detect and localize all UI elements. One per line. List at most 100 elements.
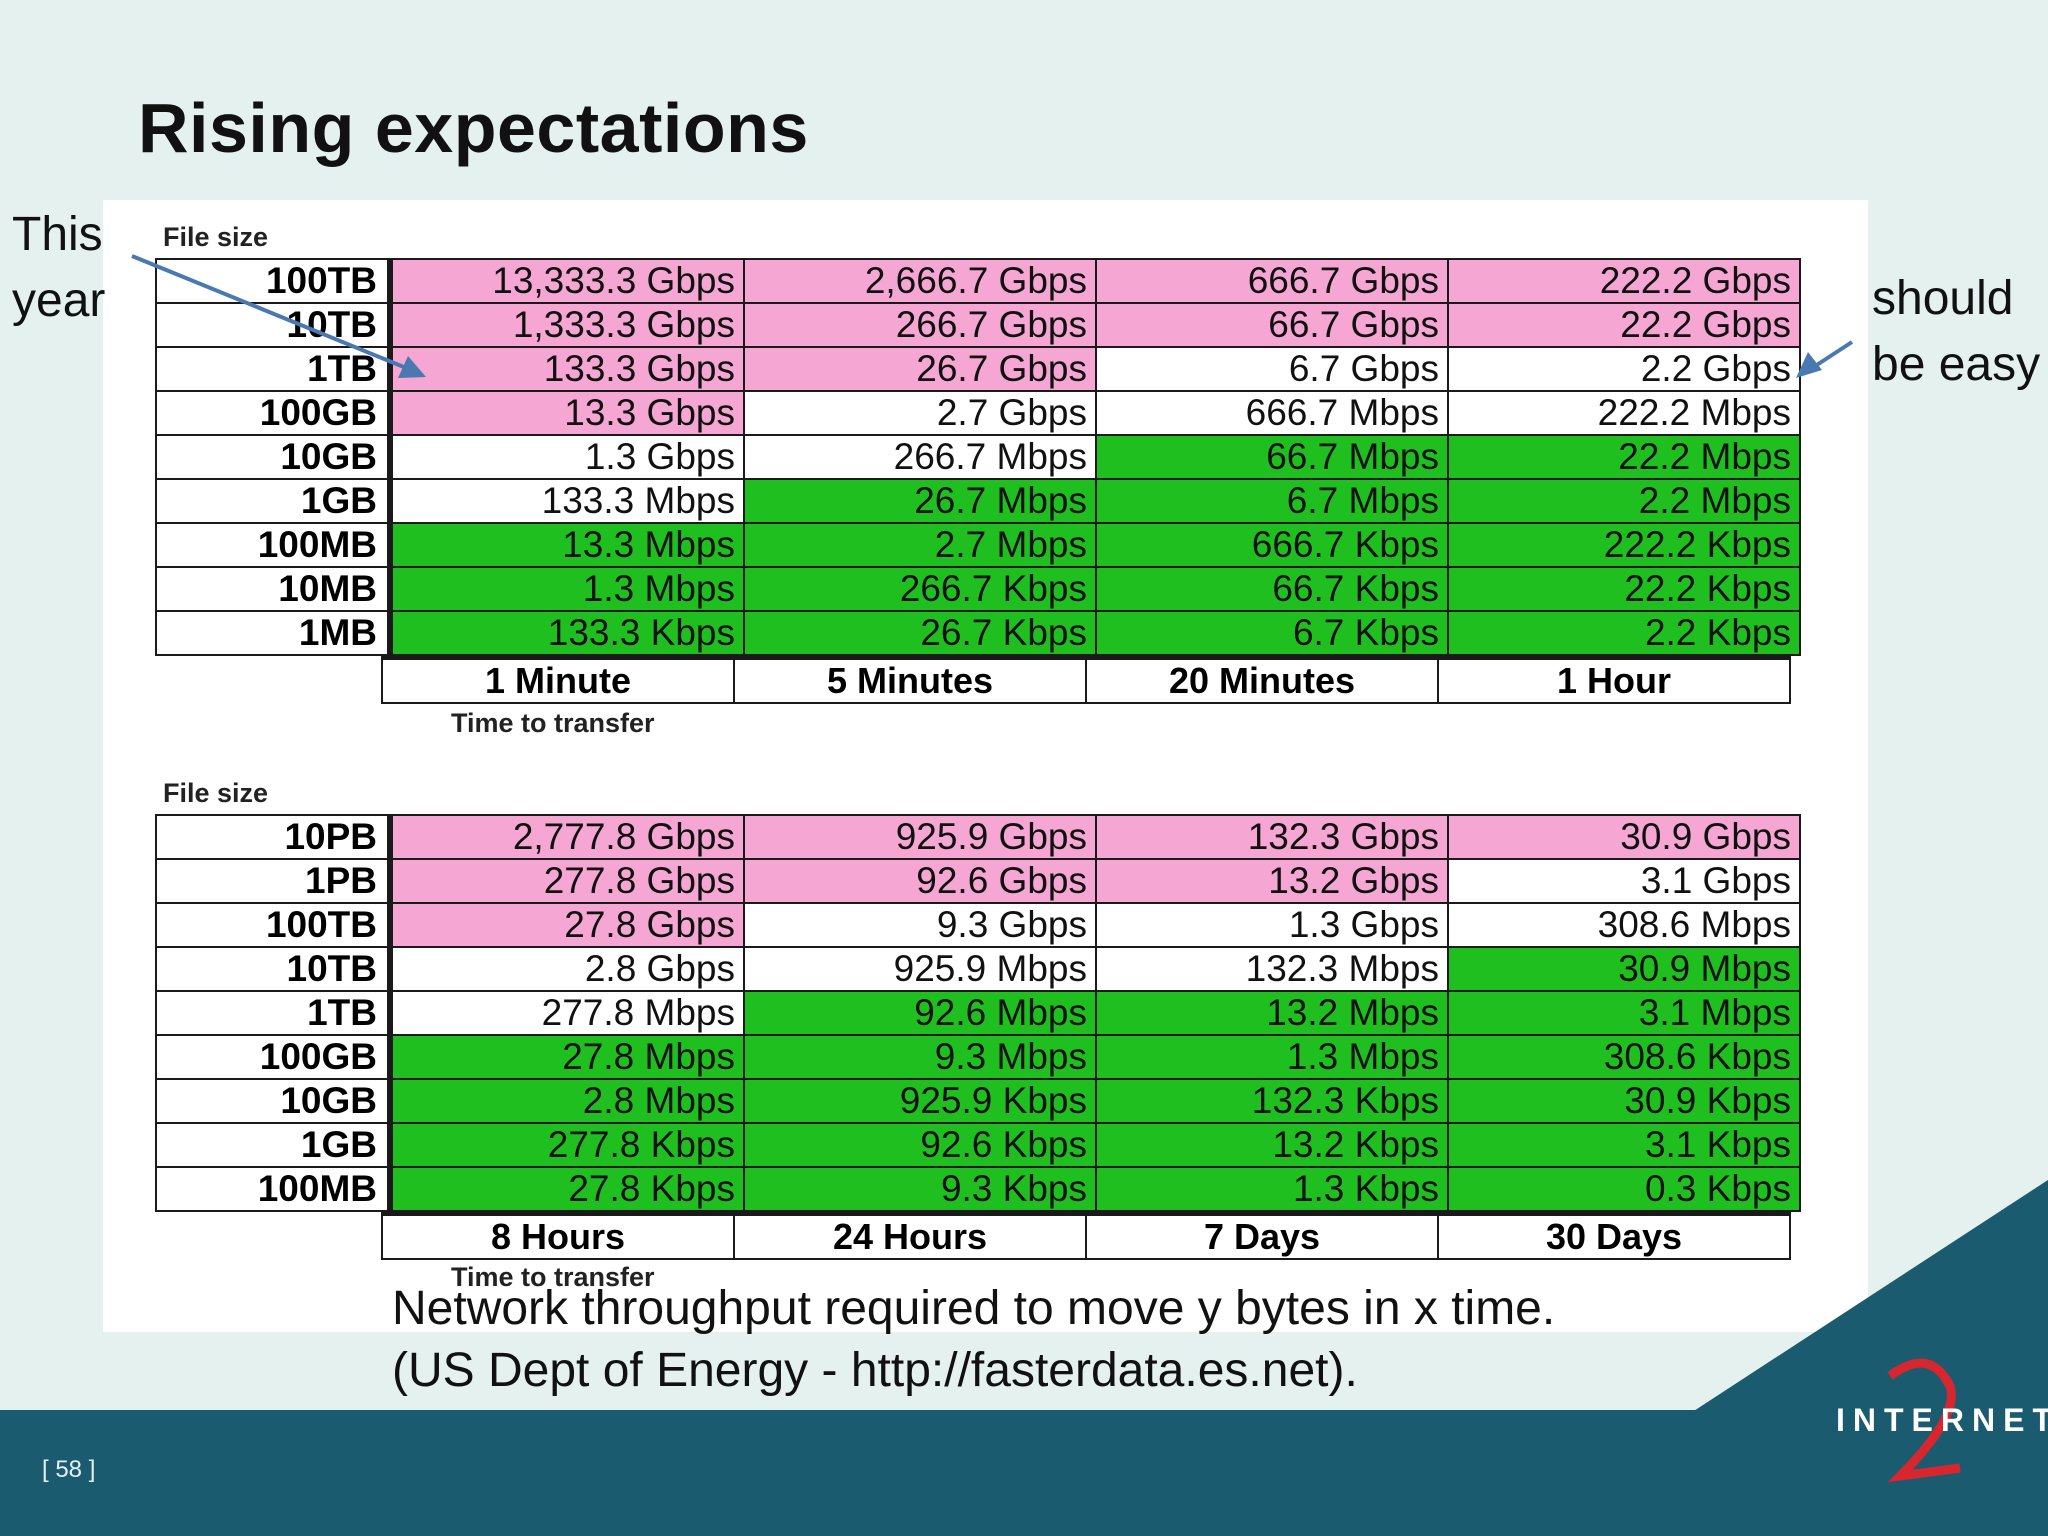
throughput-cell: 308.6 Mbps bbox=[1447, 902, 1801, 948]
throughput-cell: 66.7 Gbps bbox=[1095, 302, 1449, 348]
table-row: 1MB 133.3 Kbps 26.7 Kbps 6.7 Kbps 2.2 Kbps bbox=[155, 610, 1801, 656]
divider bbox=[387, 815, 393, 859]
throughput-cell: 3.1 Mbps bbox=[1447, 990, 1801, 1036]
divider bbox=[387, 567, 393, 611]
throughput-cell: 13.3 Gbps bbox=[391, 390, 745, 436]
throughput-table-1: 100TB 13,333.3 Gbps 2,666.7 Gbps 666.7 Gbps… bbox=[155, 258, 1801, 656]
throughput-cell: 13.2 Gbps bbox=[1095, 858, 1449, 904]
logo-text: INTERNET bbox=[1836, 1402, 2048, 1438]
throughput-cell: 22.2 Kbps bbox=[1447, 566, 1801, 612]
throughput-cell: 2.8 Mbps bbox=[391, 1078, 745, 1124]
page-number: [ 58 ] bbox=[42, 1456, 96, 1483]
file-size-cell: 10TB bbox=[155, 946, 390, 992]
slide-title: Rising expectations bbox=[138, 89, 809, 167]
note-should-be-easy: should be easy bbox=[1872, 272, 2041, 391]
internet2-logo-icon bbox=[1887, 1358, 1961, 1483]
throughput-cell: 26.7 Gbps bbox=[743, 346, 1097, 392]
divider bbox=[387, 259, 393, 303]
file-size-cell: 100MB bbox=[155, 1166, 390, 1212]
throughput-cell: 308.6 Kbps bbox=[1447, 1034, 1801, 1080]
throughput-cell: 222.2 Gbps bbox=[1447, 258, 1801, 304]
throughput-cell: 22.2 Gbps bbox=[1447, 302, 1801, 348]
file-size-cell: 100GB bbox=[155, 1034, 390, 1080]
throughput-cell: 2.2 Mbps bbox=[1447, 478, 1801, 524]
throughput-cell: 6.7 Gbps bbox=[1095, 346, 1449, 392]
table-row: 100GB 13.3 Gbps 2.7 Gbps 666.7 Mbps 222.2 Mb… bbox=[155, 390, 1801, 436]
file-size-cell: 1TB bbox=[155, 990, 390, 1036]
table-row: 10MB 1.3 Mbps 266.7 Kbps 66.7 Kbps 22.2 Kbps bbox=[155, 566, 1801, 612]
table-row: 1TB 277.8 Mbps 92.6 Mbps 13.2 Mbps 3.1 Mbps bbox=[155, 990, 1801, 1036]
file-size-cell: 10PB bbox=[155, 814, 390, 860]
throughput-cell: 26.7 Mbps bbox=[743, 478, 1097, 524]
note-this-year: This year bbox=[12, 208, 106, 327]
throughput-cell: 925.9 Kbps bbox=[743, 1078, 1097, 1124]
divider bbox=[387, 947, 393, 991]
divider bbox=[387, 347, 393, 391]
throughput-cell: 26.7 Kbps bbox=[743, 610, 1097, 656]
throughput-cell: 9.3 Gbps bbox=[743, 902, 1097, 948]
throughput-cell: 92.6 Gbps bbox=[743, 858, 1097, 904]
throughput-cell: 13.3 Mbps bbox=[391, 522, 745, 568]
table-row: 100TB 27.8 Gbps 9.3 Gbps 1.3 Gbps 308.6 Mbps bbox=[155, 902, 1801, 948]
throughput-cell: 6.7 Mbps bbox=[1095, 478, 1449, 524]
file-size-cell: 100MB bbox=[155, 522, 390, 568]
throughput-cell: 2.7 Gbps bbox=[743, 390, 1097, 436]
file-size-label: File size bbox=[163, 778, 269, 808]
throughput-cell: 2.8 Gbps bbox=[391, 946, 745, 992]
throughput-cell: 133.3 Kbps bbox=[391, 610, 745, 656]
throughput-cell: 22.2 Mbps bbox=[1447, 434, 1801, 480]
file-size-cell: 1TB bbox=[155, 346, 390, 392]
arrow-left-icon bbox=[131, 254, 426, 378]
throughput-cell: 2.2 Kbps bbox=[1447, 610, 1801, 656]
time-to-transfer-label: Time to transfer bbox=[451, 1262, 655, 1292]
arrow-right-icon bbox=[1796, 340, 1854, 378]
throughput-cell: 0.3 Kbps bbox=[1447, 1166, 1801, 1212]
throughput-cell: 132.3 Kbps bbox=[1095, 1078, 1449, 1124]
throughput-cell: 9.3 Kbps bbox=[743, 1166, 1097, 1212]
throughput-cell: 2,777.8 Gbps bbox=[391, 814, 745, 860]
file-size-cell: 1GB bbox=[155, 478, 390, 524]
divider bbox=[387, 859, 393, 903]
divider bbox=[387, 1123, 393, 1167]
throughput-cell: 133.3 Mbps bbox=[391, 478, 745, 524]
divider bbox=[387, 1035, 393, 1079]
throughput-cell: 666.7 Kbps bbox=[1095, 522, 1449, 568]
throughput-cell: 30.9 Kbps bbox=[1447, 1078, 1801, 1124]
file-size-cell: 1PB bbox=[155, 858, 390, 904]
file-size-label: File size bbox=[163, 222, 269, 252]
throughput-cell: 266.7 Kbps bbox=[743, 566, 1097, 612]
throughput-cell: 92.6 Mbps bbox=[743, 990, 1097, 1036]
throughput-cell: 66.7 Kbps bbox=[1095, 566, 1449, 612]
time-column-label: 1 Hour bbox=[1437, 656, 1791, 704]
table-row: 10TB 1,333.3 Gbps 266.7 Gbps 66.7 Gbps 22.2 … bbox=[155, 302, 1801, 348]
throughput-cell: 30.9 Mbps bbox=[1447, 946, 1801, 992]
table-row: 100MB 27.8 Kbps 9.3 Kbps 1.3 Kbps 0.3 Kbps bbox=[155, 1166, 1801, 1212]
throughput-cell: 27.8 Kbps bbox=[391, 1166, 745, 1212]
time-column-label: 24 Hours bbox=[733, 1212, 1087, 1260]
throughput-cell: 925.9 Mbps bbox=[743, 946, 1097, 992]
throughput-cell: 66.7 Mbps bbox=[1095, 434, 1449, 480]
throughput-cell: 666.7 Mbps bbox=[1095, 390, 1449, 436]
throughput-cell: 1,333.3 Gbps bbox=[391, 302, 745, 348]
throughput-cell: 9.3 Mbps bbox=[743, 1034, 1097, 1080]
throughput-cell: 133.3 Gbps bbox=[391, 346, 745, 392]
throughput-cell: 3.1 Gbps bbox=[1447, 858, 1801, 904]
table-row: 10TB 2.8 Gbps 925.9 Mbps 132.3 Mbps 30.9 Mbp… bbox=[155, 946, 1801, 992]
time-column-label: 30 Days bbox=[1437, 1212, 1791, 1260]
divider bbox=[387, 1079, 393, 1123]
divider bbox=[387, 391, 393, 435]
table-row: 1GB 133.3 Mbps 26.7 Mbps 6.7 Mbps 2.2 Mbps bbox=[155, 478, 1801, 524]
throughput-cell: 277.8 Gbps bbox=[391, 858, 745, 904]
time-to-transfer-label: Time to transfer bbox=[451, 708, 655, 738]
file-size-cell: 10GB bbox=[155, 434, 390, 480]
time-column-label: 8 Hours bbox=[381, 1212, 735, 1260]
throughput-cell: 2,666.7 Gbps bbox=[743, 258, 1097, 304]
throughput-cell: 1.3 Kbps bbox=[1095, 1166, 1449, 1212]
throughput-cell: 27.8 Gbps bbox=[391, 902, 745, 948]
file-size-cell: 1MB bbox=[155, 610, 390, 656]
divider bbox=[387, 303, 393, 347]
throughput-cell: 92.6 Kbps bbox=[743, 1122, 1097, 1168]
throughput-cell: 1.3 Mbps bbox=[391, 566, 745, 612]
throughput-cell: 132.3 Gbps bbox=[1095, 814, 1449, 860]
throughput-cell: 266.7 Gbps bbox=[743, 302, 1097, 348]
